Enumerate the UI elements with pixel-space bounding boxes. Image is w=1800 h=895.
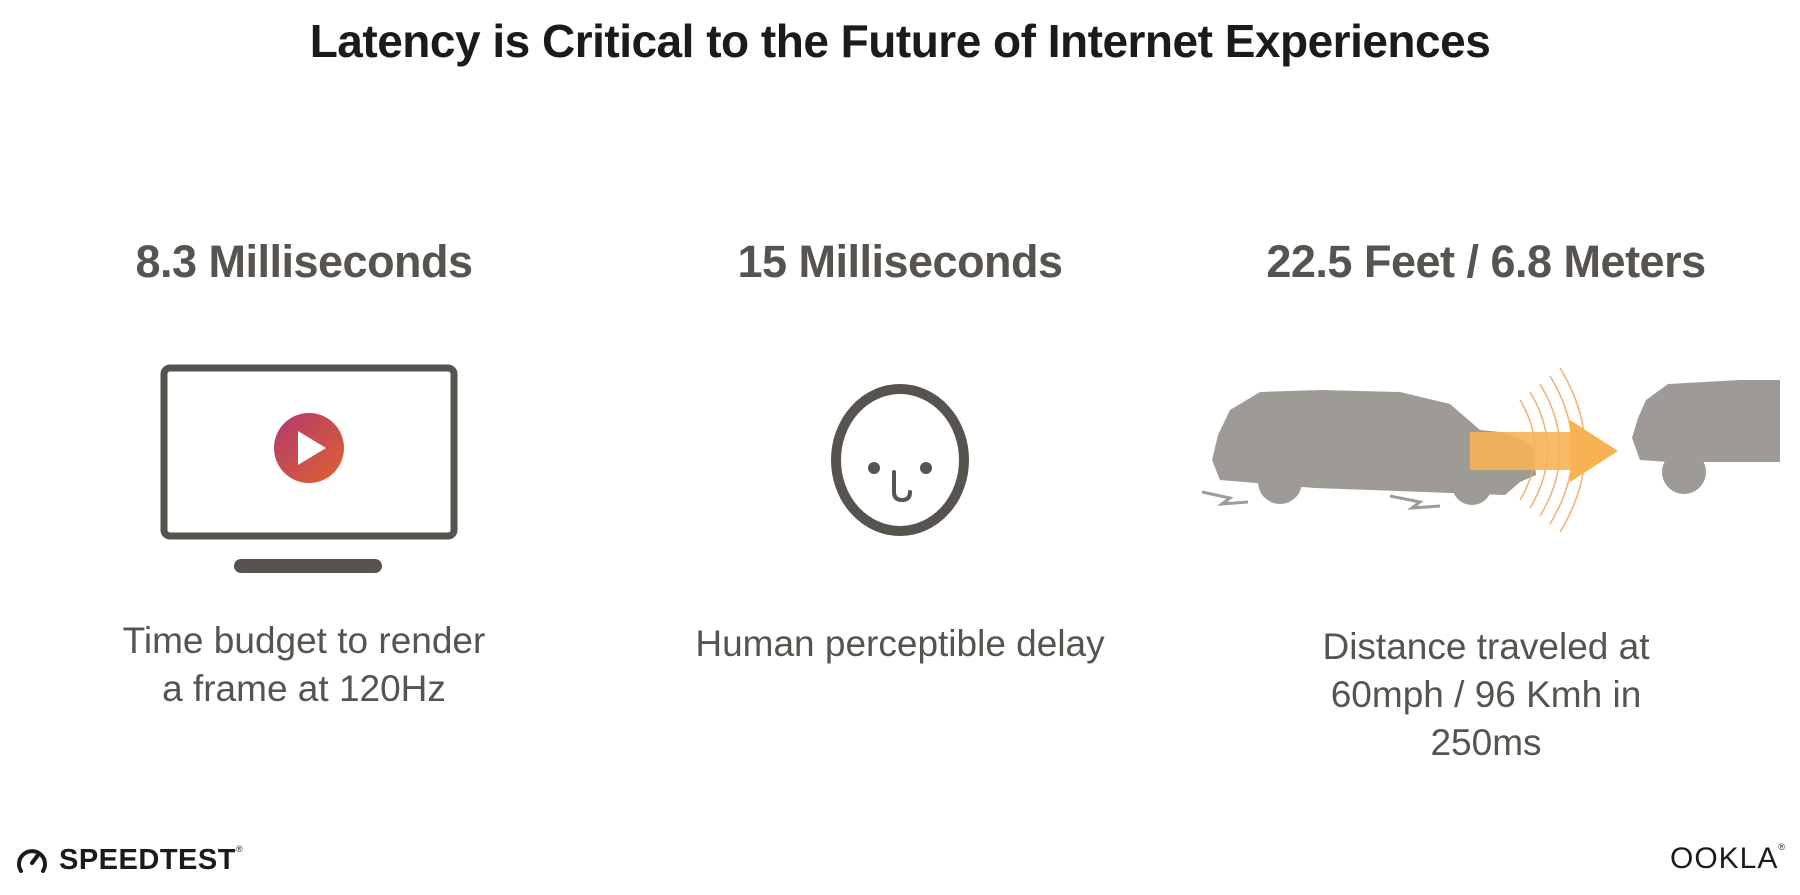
heading-frame-budget: 8.3 Milliseconds — [135, 236, 473, 287]
face-icon — [831, 384, 969, 536]
gauge-icon — [17, 849, 47, 873]
desc-perceptible-delay: Human perceptible delay — [695, 623, 1105, 664]
tv-play-icon — [160, 364, 458, 573]
heading-distance-traveled: 22.5 Feet / 6.8 Meters — [1266, 236, 1706, 287]
column-distance-traveled: 22.5 Feet / 6.8 Meters Distance traveled… — [1186, 0, 1786, 895]
speedtest-logo: SPEEDTEST® — [15, 840, 243, 880]
speedtest-wordmark: SPEEDTEST® — [59, 843, 244, 876]
column-frame-budget: 8.3 Milliseconds Time budget to render a… — [4, 0, 604, 895]
column-perceptible-delay: 15 Milliseconds Human perceptible delay — [600, 0, 1200, 895]
ookla-logo: OOKLA® — [1669, 842, 1786, 875]
cars-arrow-icon — [1201, 367, 1780, 533]
desc-distance-traveled: Distance traveled at 60mph / 96 Kmh in 2… — [1322, 626, 1650, 763]
desc-frame-budget: Time budget to render a frame at 120Hz — [122, 620, 486, 709]
heading-perceptible-delay: 15 Milliseconds — [737, 236, 1063, 287]
page-title: Latency is Critical to the Future of Int… — [309, 15, 1491, 67]
